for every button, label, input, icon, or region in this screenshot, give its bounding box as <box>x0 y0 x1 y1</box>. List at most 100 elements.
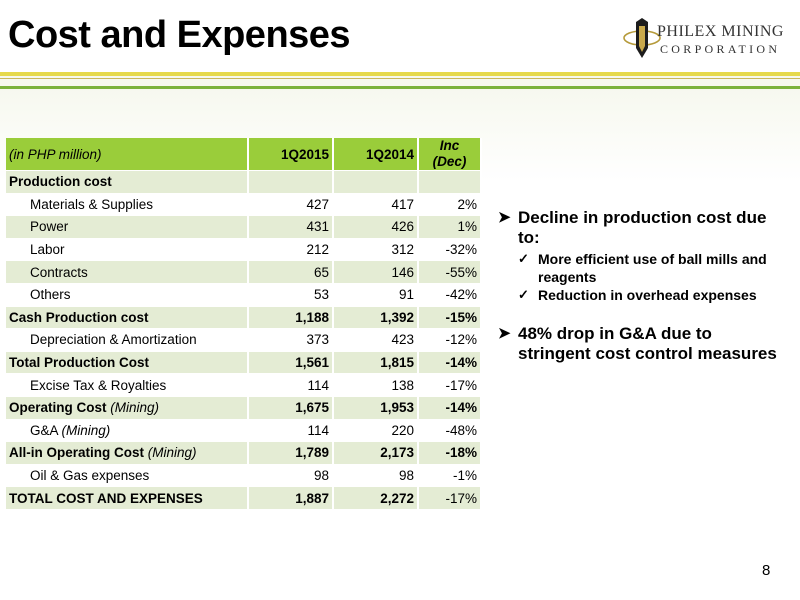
row-label: All-in Operating Cost (Mining) <box>6 441 249 465</box>
row-1q2014: 2,272 <box>333 486 419 510</box>
row-inc-dec: -14% <box>418 396 482 420</box>
row-1q2014: 146 <box>333 260 419 284</box>
arrow-bullet-icon: ➤ <box>498 325 511 342</box>
row-1q2015: 1,561 <box>248 351 334 375</box>
bullet-list: ➤ Decline in production cost due to: ✓ M… <box>498 208 788 366</box>
row-1q2015: 212 <box>248 238 334 262</box>
row-label-text: All-in Operating Cost <box>9 445 144 461</box>
row-1q2014: 417 <box>333 193 419 217</box>
header-inc-line1: Inc <box>439 138 460 153</box>
slide-title: Cost and Expenses <box>8 14 351 56</box>
row-label: TOTAL COST AND EXPENSES <box>6 486 249 510</box>
row-label-suffix: (Mining) <box>147 445 197 461</box>
table-row: Total Production Cost 1,561 1,815 -14% <box>6 351 482 375</box>
row-inc-dec: -18% <box>418 441 482 465</box>
title-rule-green <box>0 86 800 89</box>
row-label: Materials & Supplies <box>6 193 249 217</box>
row-1q2015: 114 <box>248 373 334 397</box>
row-inc-dec: -42% <box>418 283 482 307</box>
row-1q2015: 373 <box>248 328 334 352</box>
row-label: Operating Cost (Mining) <box>6 396 249 420</box>
checkmark-icon: ✓ <box>518 251 529 266</box>
row-1q2015: 1,789 <box>248 441 334 465</box>
row-inc-dec: -48% <box>418 419 482 443</box>
row-1q2014: 1,953 <box>333 396 419 420</box>
row-1q2014: 91 <box>333 283 419 307</box>
logo-emblem-icon <box>623 18 661 58</box>
row-label: Power <box>6 215 249 239</box>
table-header-row: (in PHP million) 1Q2015 1Q2014 Inc (Dec) <box>6 138 482 171</box>
row-1q2014: 426 <box>333 215 419 239</box>
row-label: Others <box>6 283 249 307</box>
sub-bullet-item: ✓ Reduction in overhead expenses <box>498 286 788 304</box>
row-1q2015: 98 <box>248 464 334 488</box>
row-inc-dec: -14% <box>418 351 482 375</box>
bullet-item: ➤ Decline in production cost due to: <box>498 208 788 248</box>
row-inc-dec: -15% <box>418 306 482 330</box>
header-inc-line2: (Dec) <box>432 154 467 169</box>
header-inc-dec: Inc (Dec) <box>418 138 482 171</box>
row-1q2015: 53 <box>248 283 334 307</box>
row-1q2014: 1,392 <box>333 306 419 330</box>
header-1q2015: 1Q2015 <box>248 138 334 171</box>
row-label: Contracts <box>6 260 249 284</box>
row-label: G&A (Mining) <box>6 419 249 443</box>
table-row: Oil & Gas expenses 98 98 -1% <box>6 464 482 488</box>
row-inc-dec: -17% <box>418 373 482 397</box>
header-unit-label: (in PHP million) <box>6 138 249 171</box>
table-row: Production cost <box>6 170 482 194</box>
logo-name: PHILEX MINING <box>657 23 784 40</box>
row-1q2014 <box>333 170 419 194</box>
row-label: Production cost <box>6 170 249 194</box>
row-inc-dec <box>418 170 482 194</box>
row-label-text: G&A <box>30 422 58 438</box>
header-1q2014: 1Q2014 <box>333 138 419 171</box>
row-label-suffix: (Mining) <box>110 400 160 416</box>
table-row: G&A (Mining) 114 220 -48% <box>6 419 482 443</box>
sub-bullet-item: ✓ More efficient use of ball mills and r… <box>498 250 788 286</box>
sub-bullet-text: More efficient use of ball mills and rea… <box>538 251 767 285</box>
row-inc-dec: 2% <box>418 193 482 217</box>
row-1q2015: 1,188 <box>248 306 334 330</box>
row-1q2015: 427 <box>248 193 334 217</box>
title-rule-yellow <box>0 72 800 76</box>
row-inc-dec: -12% <box>418 328 482 352</box>
row-1q2014: 2,173 <box>333 441 419 465</box>
bullet-spacer <box>498 304 788 324</box>
row-label-suffix: (Mining) <box>61 422 111 438</box>
row-1q2015: 1,675 <box>248 396 334 420</box>
table-row: Contracts 65 146 -55% <box>6 260 482 284</box>
table-row: TOTAL COST AND EXPENSES 1,887 2,272 -17% <box>6 486 482 510</box>
company-logo: PHILEX MINING CORPORATION <box>622 18 792 64</box>
arrow-bullet-icon: ➤ <box>498 209 511 226</box>
row-1q2014: 1,815 <box>333 351 419 375</box>
row-1q2015: 114 <box>248 419 334 443</box>
row-1q2015: 431 <box>248 215 334 239</box>
row-1q2014: 220 <box>333 419 419 443</box>
row-inc-dec: -55% <box>418 260 482 284</box>
row-inc-dec: -32% <box>418 238 482 262</box>
table-row: Others 53 91 -42% <box>6 283 482 307</box>
row-label: Depreciation & Amortization <box>6 328 249 352</box>
row-inc-dec: -17% <box>418 486 482 510</box>
row-1q2015 <box>248 170 334 194</box>
sub-bullet-text: Reduction in overhead expenses <box>538 287 757 303</box>
title-rule-gold <box>0 78 800 79</box>
bullet-item: ➤ 48% drop in G&A due to stringent cost … <box>498 324 788 364</box>
logo-subtitle: CORPORATION <box>660 42 781 56</box>
row-1q2014: 312 <box>333 238 419 262</box>
row-label: Oil & Gas expenses <box>6 464 249 488</box>
row-1q2014: 423 <box>333 328 419 352</box>
row-label-text: Operating Cost <box>9 400 107 416</box>
row-label: Labor <box>6 238 249 262</box>
bullet-text: Decline in production cost due to: <box>518 208 767 247</box>
table-row: All-in Operating Cost (Mining) 1,789 2,1… <box>6 441 482 465</box>
row-1q2014: 138 <box>333 373 419 397</box>
page-number: 8 <box>762 562 771 579</box>
row-label: Total Production Cost <box>6 351 249 375</box>
row-inc-dec: -1% <box>418 464 482 488</box>
bullet-text: 48% drop in G&A due to stringent cost co… <box>518 324 777 363</box>
table-row: Operating Cost (Mining) 1,675 1,953 -14% <box>6 396 482 420</box>
row-1q2014: 98 <box>333 464 419 488</box>
table-row: Depreciation & Amortization 373 423 -12% <box>6 328 482 352</box>
